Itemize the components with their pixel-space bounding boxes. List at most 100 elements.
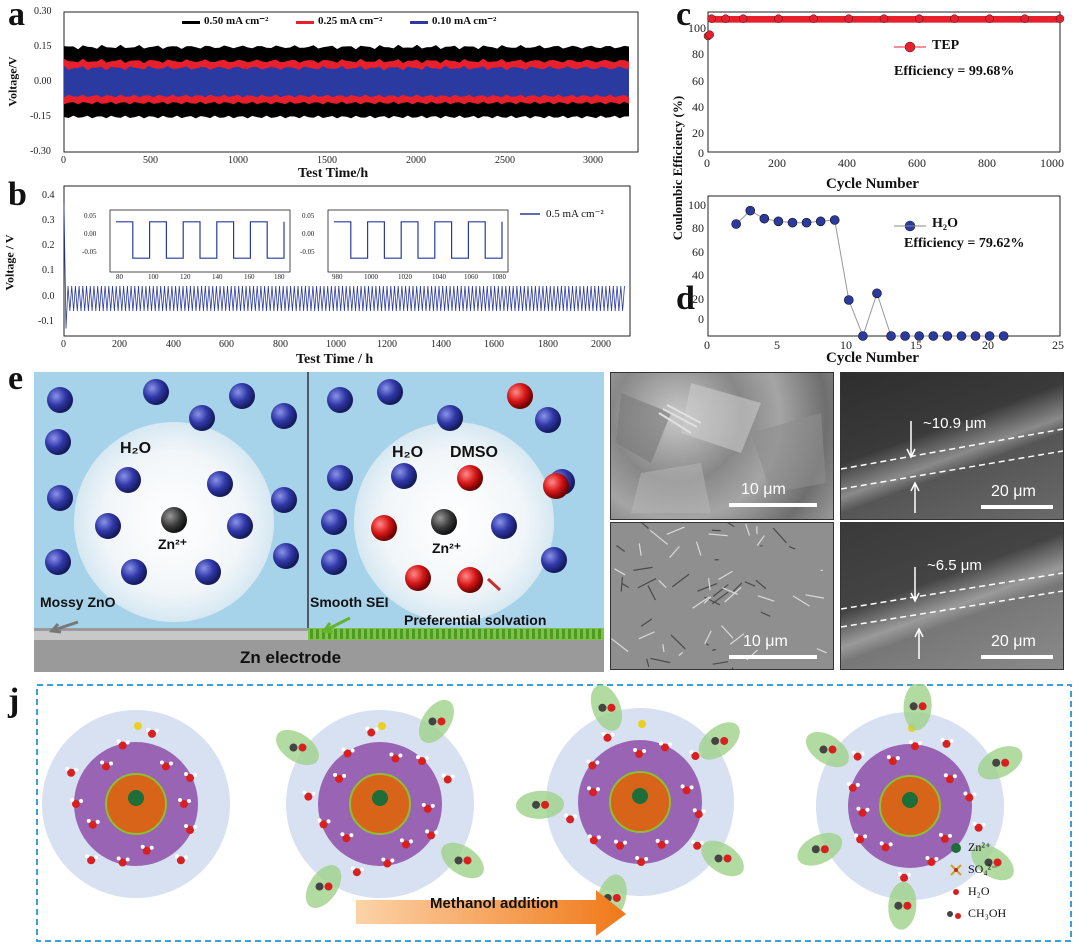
water-molecule <box>148 729 157 738</box>
zn-ion <box>902 792 918 808</box>
inset1-xtick: 140 <box>212 273 223 281</box>
panel-d-xtick: 20 <box>982 338 994 352</box>
g-thickness-label: ~10.9 μm <box>923 415 987 432</box>
panel-a-ytick: -0.30 <box>30 146 51 157</box>
tep-point <box>809 14 818 23</box>
panel-c-xtick: 600 <box>908 156 926 170</box>
h2o-point <box>858 331 868 341</box>
panel-a-ytick: 0.00 <box>34 76 52 87</box>
j-legend-h2o: H₂O <box>968 884 990 898</box>
panel-b-ytick: -0.1 <box>38 316 54 327</box>
panel-b-ytick: 0.1 <box>42 265 55 276</box>
legend-025: 0.25 mA cm⁻² <box>318 15 383 27</box>
e-electrode-label: Zn electrode <box>240 648 342 667</box>
panel-b-ytick: 0.4 <box>42 190 55 201</box>
tep-point <box>774 14 783 23</box>
water-molecule <box>881 843 890 852</box>
inset1-xtick: 180 <box>274 273 285 281</box>
panel-a-xtick: 3000 <box>583 155 603 166</box>
zn-ion <box>431 509 457 535</box>
voltage-band-2 <box>64 65 629 98</box>
tep-point <box>738 14 748 23</box>
water-molecule <box>427 831 436 840</box>
panel-d-xtick: 15 <box>910 338 922 352</box>
panel-a-xtick: 2000 <box>406 155 426 166</box>
tep-point <box>1020 14 1030 23</box>
water-molecule <box>945 775 954 784</box>
sulfate-ion <box>638 720 646 728</box>
panel-e-svg <box>34 372 604 672</box>
panel-c-xtick: 400 <box>838 156 856 170</box>
panel-c-xlabel: Cycle Number <box>826 176 919 192</box>
panel-d-xtick: 5 <box>774 338 780 352</box>
tep-point <box>705 30 715 39</box>
panel-d-xlabel: Cycle Number <box>826 350 919 366</box>
panel-a-xtick: 0 <box>61 155 66 166</box>
water-molecule <box>186 826 195 835</box>
inset1-ytick: 0.05 <box>84 212 97 220</box>
panel-c-efficiency: Efficiency = 99.68% <box>894 64 1015 79</box>
h2o-point <box>900 331 910 341</box>
h2o-point <box>942 331 953 341</box>
panel-d-ytick: 80 <box>692 221 704 235</box>
panel-a-ytick: 0.30 <box>34 6 52 17</box>
panel-b-xtick: 1600 <box>484 339 504 350</box>
tep-point <box>879 14 889 23</box>
panel-b-xlabel: Test Time / h <box>296 352 374 367</box>
water-molecule <box>335 774 344 783</box>
panel-b-xtick: 0 <box>61 339 66 350</box>
panel-c-ytick: 60 <box>692 74 704 88</box>
panel-d-efficiency: Efficiency = 79.62% <box>904 236 1025 251</box>
water-molecule <box>940 834 949 843</box>
h2o-molecule <box>327 465 353 491</box>
water-molecule <box>319 820 328 829</box>
tep-point <box>950 14 959 23</box>
i-thickness-label: ~6.5 μm <box>927 557 982 574</box>
water-molecule <box>401 840 410 849</box>
panel-a-xtick: 1500 <box>317 155 337 166</box>
tep-point <box>707 14 716 23</box>
sem-image-i: ~6.5 μm 20 μm <box>840 522 1064 670</box>
panel-d-xtick: 10 <box>840 338 852 352</box>
inset1-xtick: 80 <box>116 273 123 281</box>
h2o-point <box>815 216 826 227</box>
panel-b-xtick: 1800 <box>538 339 558 350</box>
panel-c-xtick: 800 <box>978 156 996 170</box>
water-molecule <box>589 836 598 845</box>
water-molecule <box>856 835 865 844</box>
zn-ion <box>372 790 388 806</box>
j-legend-ch3oh: CH₃OH <box>968 906 1007 920</box>
water-molecule <box>423 804 432 813</box>
water-molecule <box>343 749 352 758</box>
legend-050: 0.50 mA cm⁻² <box>204 15 269 27</box>
water-molecule <box>910 742 919 751</box>
panel-b-xtick: 400 <box>166 339 181 350</box>
h2o-molecule <box>95 513 121 539</box>
h2o-molecule <box>45 549 71 575</box>
e-right-zn: Zn²⁺ <box>432 540 462 556</box>
dmso-molecule <box>405 565 431 591</box>
water-molecule <box>888 757 897 766</box>
panel-label-e: e <box>8 360 24 397</box>
inset2-xtick: 1060 <box>464 273 478 281</box>
water-molecule <box>383 859 392 868</box>
panel-d-legend: H₂O <box>932 216 958 231</box>
panel-label-d: d <box>676 280 695 317</box>
panel-a-ytick: -0.15 <box>30 111 51 122</box>
inset1-xtick: 120 <box>180 273 191 281</box>
water-molecule <box>142 846 151 855</box>
sulfate-ion <box>378 722 386 730</box>
panel-label-b: b <box>8 176 27 213</box>
panel-d-xtick: 25 <box>1052 338 1064 352</box>
inset2-ytick: -0.05 <box>300 248 315 256</box>
h2o-point <box>970 331 981 341</box>
zn-ion <box>632 788 648 804</box>
h2o-molecule <box>437 405 463 431</box>
tep-point <box>914 14 924 23</box>
panel-b-ylabel: Voltage / V <box>2 234 17 291</box>
h2o-point <box>886 331 896 341</box>
water-molecule <box>180 800 188 808</box>
h2o-molecule <box>45 429 71 455</box>
panel-b-xtick: 1400 <box>431 339 451 350</box>
h2o-point <box>872 288 882 299</box>
